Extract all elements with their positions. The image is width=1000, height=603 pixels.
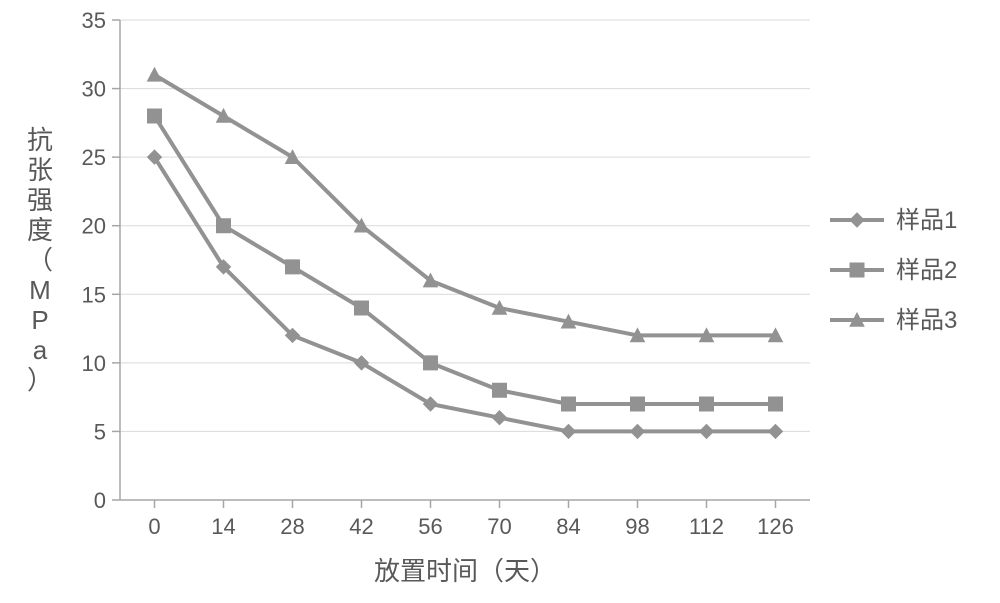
x-tick-label: 112 [689, 514, 724, 539]
series-marker-sample1 [700, 424, 714, 438]
y-tick-label: 5 [94, 419, 106, 444]
x-tick-label: 126 [757, 514, 794, 539]
y-tick-label: 30 [82, 77, 106, 102]
series-marker-sample1 [493, 411, 507, 425]
x-tick-label: 70 [487, 514, 511, 539]
series-marker-sample2 [631, 397, 645, 411]
series-marker-sample2 [769, 397, 783, 411]
y-tick-label: 10 [82, 351, 106, 376]
legend-label-sample2: 样品2 [896, 257, 957, 284]
x-axis-label: 放置时间（天） [374, 556, 556, 586]
series-marker-sample2 [217, 219, 231, 233]
legend-label-sample1: 样品1 [896, 207, 957, 234]
series-marker-sample2 [493, 383, 507, 397]
series-marker-sample1 [769, 424, 783, 438]
chart-container: 0 5 10 15 20 25 30 35 0 14 28 42 56 70 84 98 112 126 放置时间（… [0, 0, 1000, 603]
series-line-sample2 [155, 116, 776, 404]
x-tick-label: 42 [349, 514, 373, 539]
series-marker-sample3 [148, 68, 162, 81]
series-marker-sample2 [355, 301, 369, 315]
y-tick-label: 20 [82, 214, 106, 239]
legend-label-sample3: 样品3 [896, 307, 957, 334]
series-marker-sample2 [148, 109, 162, 123]
legend-marker-sample1 [850, 213, 864, 227]
series-marker-sample2 [562, 397, 576, 411]
series-line-sample3 [155, 75, 776, 336]
x-tick-label: 0 [148, 514, 160, 539]
series-marker-sample1 [631, 424, 645, 438]
y-tick-label: 15 [82, 282, 106, 307]
x-tick-label: 28 [280, 514, 304, 539]
x-tick-label: 14 [211, 514, 235, 539]
series-marker-sample2 [424, 356, 438, 370]
x-tick-label: 56 [418, 514, 442, 539]
x-tick-label: 98 [625, 514, 649, 539]
y-axis-label: 抗张强度（MPa） [27, 125, 53, 395]
series-marker-sample1 [562, 424, 576, 438]
series-marker-sample2 [700, 397, 714, 411]
series-marker-sample2 [286, 260, 300, 274]
y-tick-label: 25 [82, 145, 106, 170]
line-chart: 0 5 10 15 20 25 30 35 0 14 28 42 56 70 84 98 112 126 放置时间（… [0, 0, 1000, 603]
y-tick-label: 0 [94, 488, 106, 513]
x-tick-label: 84 [556, 514, 580, 539]
legend-marker-sample2 [850, 263, 864, 277]
y-tick-label: 35 [82, 8, 106, 33]
